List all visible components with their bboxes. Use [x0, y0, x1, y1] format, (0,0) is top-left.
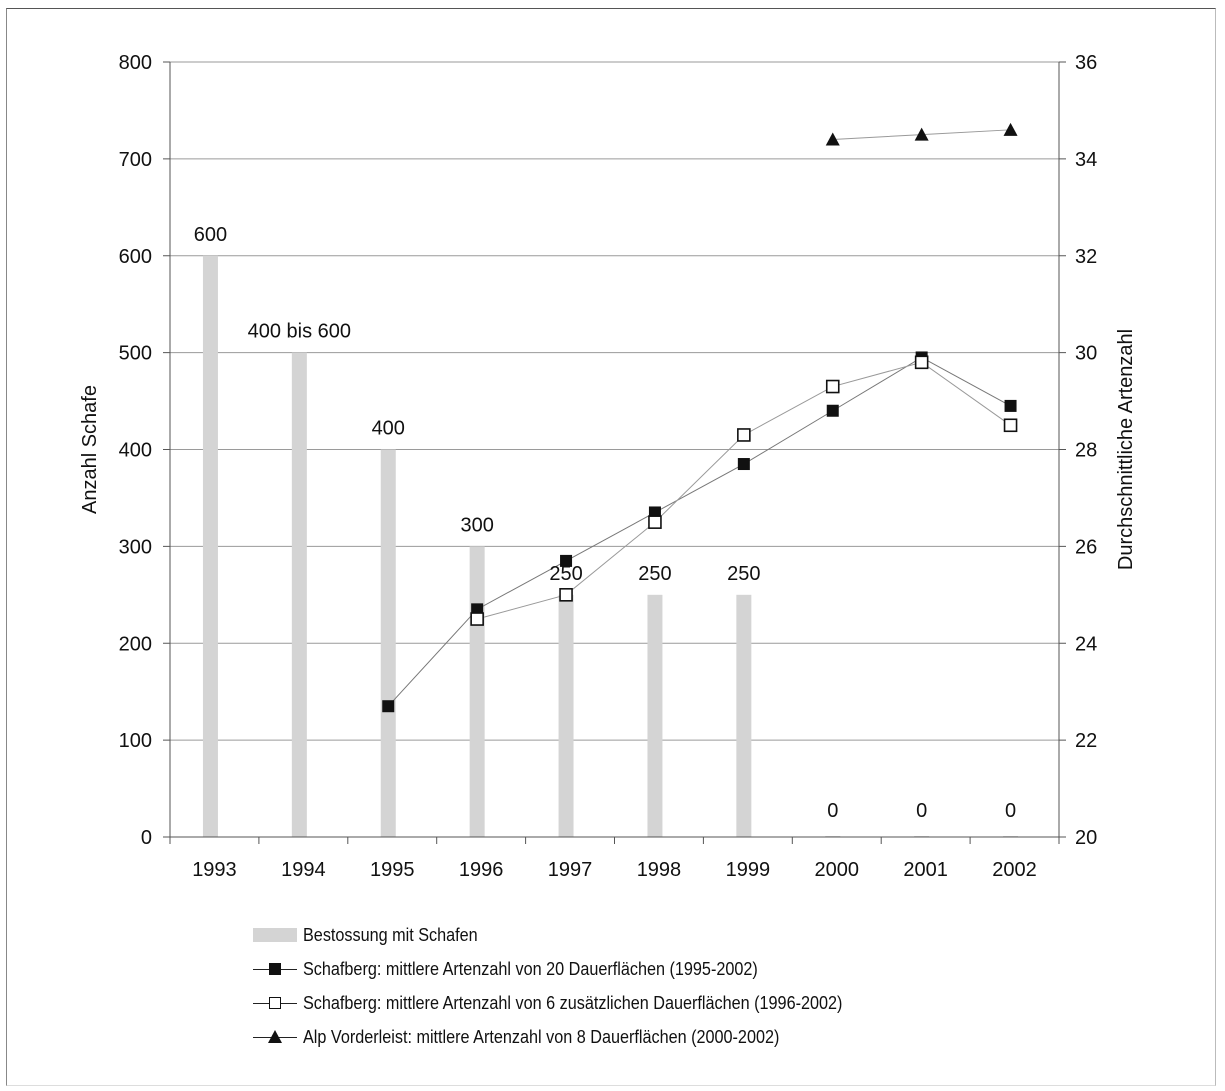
- bar: [202, 255, 218, 837]
- bar: [291, 352, 307, 837]
- data-point-filled-square: [826, 404, 839, 417]
- data-point-triangle: [1003, 122, 1018, 136]
- y2-tick-label: 28: [1075, 440, 1097, 462]
- bar-value-label: 0: [916, 800, 927, 822]
- y2-tick-label: 22: [1075, 730, 1097, 752]
- x-tick-label: 2001: [903, 859, 948, 881]
- data-point-filled-square: [560, 554, 573, 567]
- y-tick-label: 800: [119, 52, 152, 74]
- y2-tick-label: 20: [1075, 827, 1097, 849]
- y2-tick-label: 26: [1075, 536, 1097, 558]
- legend-label: Schafberg: mittlere Artenzahl von 20 Dau…: [303, 958, 758, 979]
- bar-value-label: 400 bis 600: [248, 321, 351, 343]
- x-tick-label: 1996: [459, 859, 504, 881]
- legend-swatch-triangle: [253, 1028, 297, 1046]
- data-point-triangle: [825, 132, 840, 146]
- data-point-open-square: [737, 428, 751, 442]
- x-tick-label: 1994: [281, 859, 326, 881]
- bar-value-label: 400: [372, 418, 405, 440]
- data-point-filled-square: [382, 700, 395, 713]
- bar-value-label: 250: [727, 563, 760, 585]
- legend-item-bars: Bestossung mit Schafen: [253, 918, 1113, 952]
- y-tick-label: 0: [141, 827, 152, 849]
- y-tick-label: 700: [119, 149, 152, 171]
- legend-swatch-bar: [253, 926, 297, 944]
- y2-tick-label: 36: [1075, 52, 1097, 74]
- data-point-open-square: [648, 515, 662, 529]
- bar: [736, 594, 752, 837]
- legend-item-schafberg-20: Schafberg: mittlere Artenzahl von 20 Dau…: [253, 952, 1113, 986]
- y-tick-label: 500: [119, 343, 152, 365]
- bar-value-label: 250: [549, 563, 582, 585]
- bar: [469, 546, 485, 837]
- x-tick-label: 2000: [815, 859, 860, 881]
- legend-label: Bestossung mit Schafen: [303, 924, 478, 945]
- y2-tick-label: 30: [1075, 343, 1097, 365]
- bar-value-label: 0: [827, 800, 838, 822]
- x-tick-label: 1995: [370, 859, 415, 881]
- x-tick-label: 1998: [637, 859, 682, 881]
- y2-tick-label: 24: [1075, 633, 1097, 655]
- data-point-filled-square: [737, 458, 750, 471]
- y2-axis-title: Durchschnittliche Artenzahl: [1115, 329, 1137, 570]
- bar-value-label: 250: [638, 563, 671, 585]
- legend-label: Schafberg: mittlere Artenzahl von 6 zusä…: [303, 992, 843, 1013]
- x-tick-label: 1993: [192, 859, 237, 881]
- legend-item-schafberg-6: Schafberg: mittlere Artenzahl von 6 zusä…: [253, 986, 1113, 1020]
- data-point-triangle: [914, 127, 929, 141]
- data-point-open-square: [825, 379, 840, 394]
- legend-label: Alp Vorderleist: mittlere Artenzahl von …: [303, 1026, 780, 1047]
- y-tick-label: 600: [119, 246, 152, 268]
- data-point-open-square: [470, 612, 484, 626]
- bar-value-label: 0: [1005, 800, 1016, 822]
- chart-frame: [6, 8, 1216, 1086]
- bar: [647, 594, 663, 837]
- y-tick-label: 100: [119, 730, 152, 752]
- y2-tick-label: 34: [1075, 149, 1097, 171]
- legend-item-alp-vorderleist: Alp Vorderleist: mittlere Artenzahl von …: [253, 1020, 1113, 1054]
- data-point-filled-square: [1004, 399, 1017, 412]
- y2-tick-label: 32: [1075, 246, 1097, 268]
- legend-swatch-open-square: [253, 994, 297, 1012]
- data-point-open-square: [914, 355, 929, 370]
- bar-value-label: 600: [194, 224, 227, 246]
- legend-swatch-filled-square: [253, 960, 297, 978]
- bar: [558, 594, 574, 837]
- bar: [380, 449, 396, 837]
- y-axis-title: Anzahl Schafe: [79, 385, 101, 514]
- x-tick-label: 1999: [726, 859, 771, 881]
- x-tick-label: 2002: [992, 859, 1037, 881]
- chart-legend: Bestossung mit Schafen Schafberg: mittle…: [253, 918, 1113, 1054]
- y-tick-label: 400: [119, 440, 152, 462]
- y-tick-label: 200: [119, 633, 152, 655]
- bar-value-label: 300: [460, 514, 493, 536]
- y-tick-label: 300: [119, 536, 152, 558]
- data-point-open-square: [559, 588, 573, 602]
- x-tick-label: 1997: [548, 859, 593, 881]
- data-point-open-square: [1003, 418, 1018, 433]
